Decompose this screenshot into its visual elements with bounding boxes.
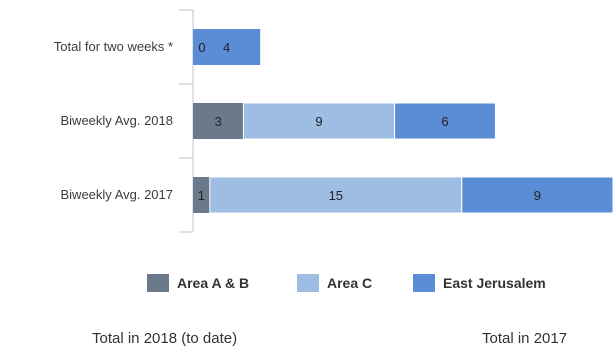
bar-segment <box>193 103 244 139</box>
category-label: Biweekly Avg. 2018 <box>61 113 174 128</box>
bar-segment <box>242 102 396 140</box>
legend-swatch <box>297 274 319 292</box>
bar-value-label: 1 <box>198 188 205 203</box>
bar-segment <box>193 29 261 65</box>
legend-label: Area C <box>327 275 372 291</box>
bar-value-label: 3 <box>215 114 222 129</box>
legend-label: East Jerusalem <box>443 275 546 291</box>
bar-value-label: 9 <box>315 114 322 129</box>
footer-total-2018-label: Total in 2018 (to date) <box>92 330 238 347</box>
bar-segment <box>394 102 496 140</box>
chart-category-labels: Total for two weeks * Biweekly Avg. 2018 B… <box>54 39 173 202</box>
legend-swatch <box>413 274 435 292</box>
bar-segment <box>461 176 613 214</box>
chart-data-labels: 0 4 3 9 6 1 15 9 <box>198 40 541 203</box>
chart-bars <box>193 29 613 214</box>
bar-value-label: 15 <box>329 188 343 203</box>
legend-swatch <box>147 274 169 292</box>
legend-label: Area A & B <box>177 275 249 291</box>
chart-axis <box>179 9 194 233</box>
category-label: Total for two weeks * <box>54 39 173 54</box>
category-label: Biweekly Avg. 2017 <box>61 187 174 202</box>
footer-total-2017-label: Total in 2017 <box>482 330 568 347</box>
bar-value-label: 6 <box>441 114 448 129</box>
bar-value-label: 0 <box>198 40 205 55</box>
bar-segment <box>193 177 210 213</box>
bar-value-label: 9 <box>534 188 541 203</box>
bar-segment <box>209 176 463 214</box>
chart-legend: Area A & B Area C East Jerusalem <box>147 274 546 292</box>
bar-value-label: 4 <box>223 40 230 55</box>
